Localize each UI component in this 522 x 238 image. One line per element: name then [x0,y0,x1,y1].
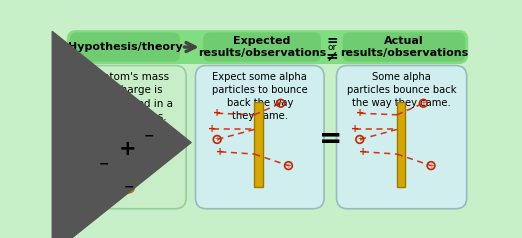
FancyBboxPatch shape [67,30,468,64]
Circle shape [98,158,110,170]
Text: +: + [208,124,217,134]
FancyBboxPatch shape [343,32,465,62]
Text: +: + [351,124,359,134]
FancyBboxPatch shape [68,65,186,209]
Bar [254,103,263,187]
Text: −: − [124,181,134,194]
Text: +: + [357,136,363,142]
Text: +: + [420,100,426,106]
Text: +: + [213,108,221,118]
Circle shape [113,134,142,163]
Text: +: + [214,136,220,142]
Bar [397,103,406,187]
FancyBboxPatch shape [203,32,321,62]
Text: Expect some alpha
particles to bounce
back the way
they came.: Expect some alpha particles to bounce ba… [212,72,307,121]
Text: Hypothesis/theory: Hypothesis/theory [67,42,182,52]
Text: −: − [99,158,109,171]
FancyBboxPatch shape [195,65,324,209]
FancyBboxPatch shape [70,32,180,62]
Text: =: = [326,34,338,48]
Text: Some alpha
particles bounce back
the way they came.: Some alpha particles bounce back the way… [347,72,456,108]
Circle shape [143,131,155,142]
Text: ≠: ≠ [326,49,338,64]
Text: or: or [327,43,337,52]
Circle shape [123,181,135,193]
FancyBboxPatch shape [337,65,467,209]
Text: An atom's mass
and charge is
concentrated in a
dense nucleus.: An atom's mass and charge is concentrate… [81,72,173,123]
Text: +: + [278,100,283,106]
Text: +: + [286,163,291,169]
Text: −: − [144,130,154,143]
Text: +: + [118,139,136,159]
Text: =: = [318,125,342,153]
Text: +: + [428,163,434,169]
Text: Expected
results/observations: Expected results/observations [198,36,326,58]
Text: +: + [359,147,367,157]
Text: Actual
results/observations: Actual results/observations [340,36,468,58]
Text: +: + [355,108,364,118]
Text: +: + [216,147,224,157]
